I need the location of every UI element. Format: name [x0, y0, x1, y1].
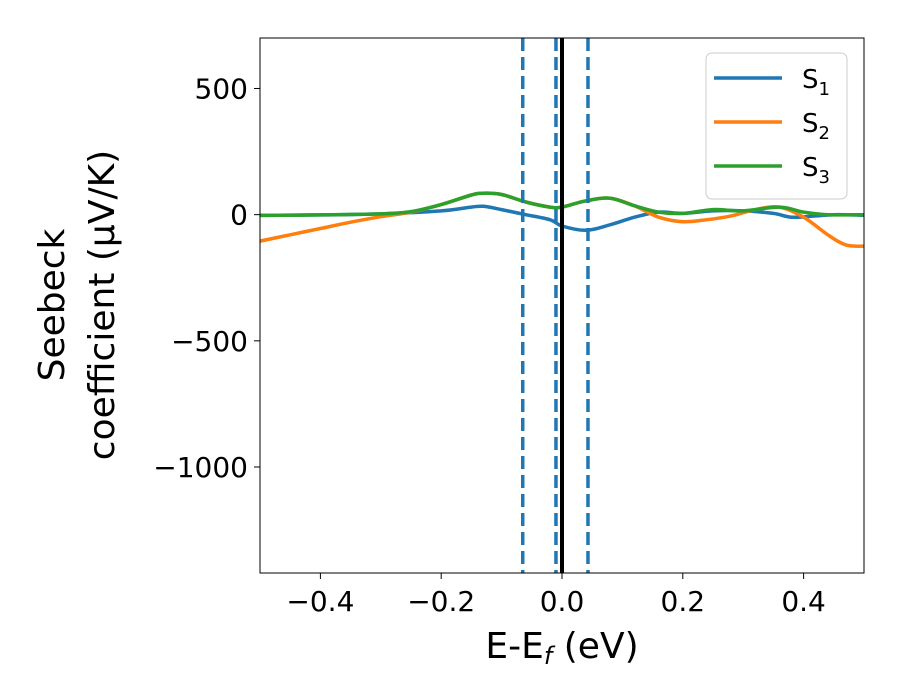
- y-axis-label-line1: Seebeck: [32, 228, 73, 381]
- x-tick-label: 0.2: [661, 585, 706, 618]
- x-axis-label-unit: (eV): [552, 626, 638, 667]
- y-tick-label: 0: [230, 199, 248, 232]
- x-tick-label: 0.4: [781, 585, 826, 618]
- y-tick-label: 500: [195, 72, 248, 105]
- axis-ticks: −0.4 −0.2 0.0 0.2 0.4 500 0 −500 −1000: [153, 72, 826, 618]
- x-axis-label-main: E-E: [485, 626, 543, 667]
- y-axis-label-line2: coefficient (μV/K): [82, 150, 123, 460]
- x-tick-label: 0.0: [540, 585, 585, 618]
- series-line-s3: [260, 191, 864, 218]
- series-layer: [260, 191, 864, 248]
- x-axis-label: E-Ef (eV): [485, 626, 638, 670]
- legend-label-s3: S3: [802, 153, 830, 188]
- legend: S1 S2 S3: [705, 52, 848, 200]
- reference-lines: [520, 38, 590, 573]
- x-tick-label: −0.4: [286, 585, 354, 618]
- x-tick-label: −0.2: [407, 585, 475, 618]
- series-line-s1: [260, 204, 864, 233]
- legend-box: [705, 52, 848, 200]
- y-tick-label: −500: [171, 325, 248, 358]
- legend-label-s2: S2: [802, 109, 830, 144]
- y-tick-label: −1000: [153, 451, 248, 484]
- legend-label-s1: S1: [802, 65, 830, 100]
